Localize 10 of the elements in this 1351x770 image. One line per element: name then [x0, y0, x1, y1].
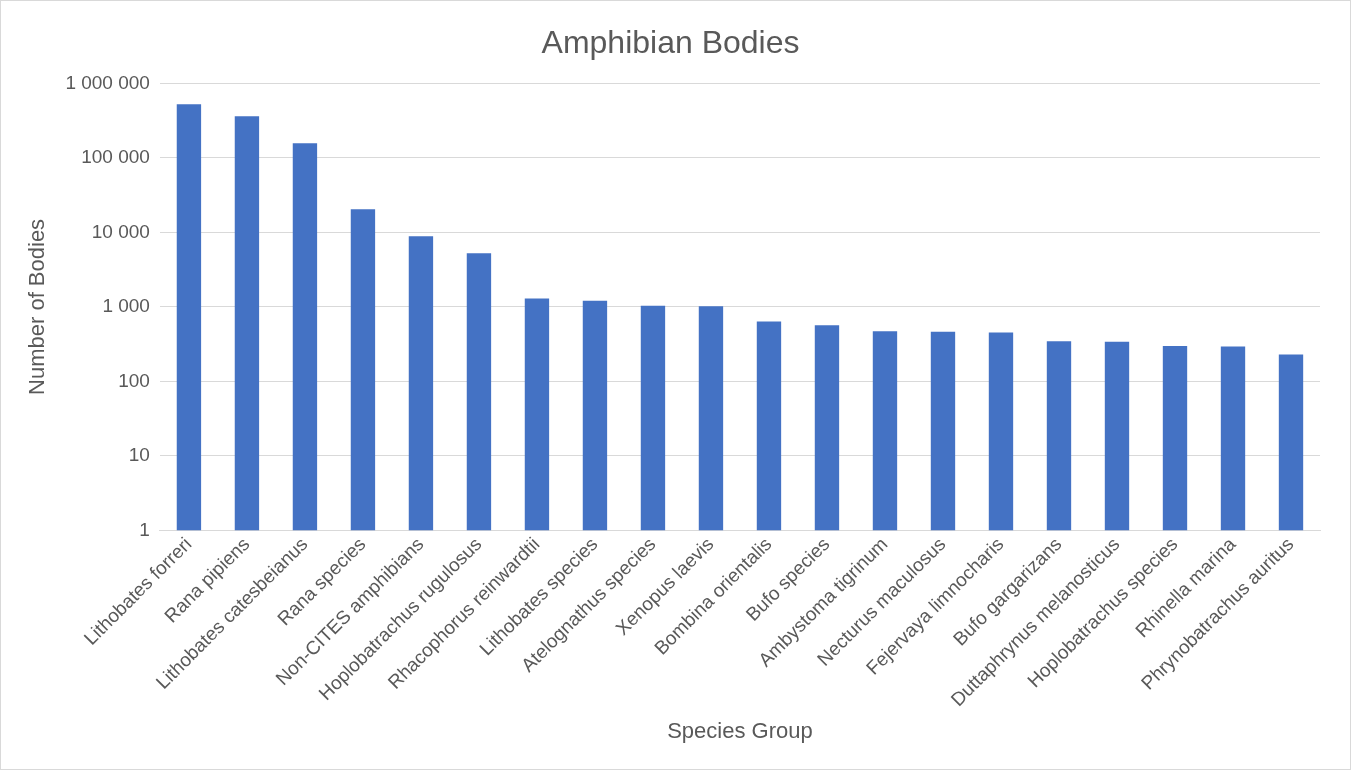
y-tick-label: 1	[139, 518, 150, 540]
y-tick-label: 10	[128, 444, 150, 466]
y-axis-title: Number of Bodies	[24, 218, 50, 395]
y-tick-label: 100	[118, 369, 150, 391]
y-tick-label: 100 000	[81, 146, 150, 168]
y-tick-label: 10 000	[91, 220, 150, 242]
x-axis-title: Species Group	[667, 717, 813, 743]
y-tick-label: 1 000	[102, 295, 150, 317]
y-tick-label: 1 000 000	[65, 71, 150, 93]
chart-title: Amphibian Bodies	[541, 24, 800, 61]
